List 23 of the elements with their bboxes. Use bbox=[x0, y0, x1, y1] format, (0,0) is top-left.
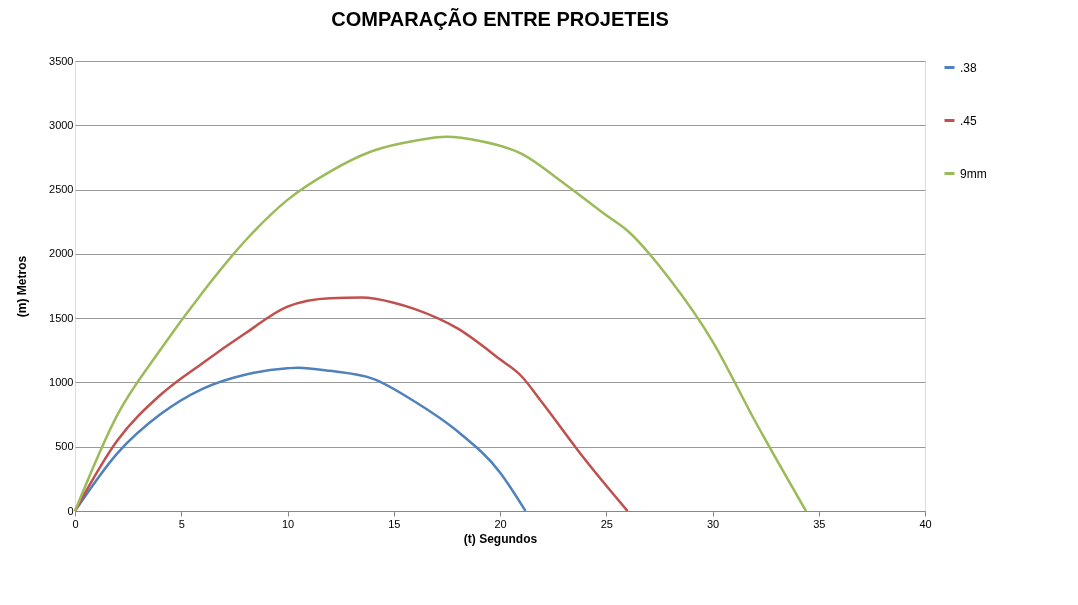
x-tick-label: 30 bbox=[706, 517, 720, 530]
y-tick-label: 0 bbox=[67, 504, 74, 517]
y-tick-label: 2000 bbox=[49, 247, 74, 260]
y-tick-label: 1500 bbox=[49, 311, 74, 324]
y-tick-label: 500 bbox=[55, 440, 74, 453]
line-series bbox=[73, 135, 808, 513]
chart-title: COMPARAÇÃO ENTRE PROJETEIS bbox=[331, 8, 669, 30]
x-tick-label: 35 bbox=[813, 517, 826, 530]
x-tick-label: 20 bbox=[494, 517, 507, 530]
y-tick-label: 2500 bbox=[49, 183, 74, 196]
y-tick-label: 1000 bbox=[49, 375, 74, 388]
y-tick-label: 3000 bbox=[49, 118, 74, 131]
legend-label: .38 bbox=[960, 60, 978, 75]
x-tick-label: 15 bbox=[388, 517, 401, 530]
y-axis-title: (m) Metros bbox=[15, 255, 30, 318]
x-axis-title: (t) Segundos bbox=[463, 531, 538, 546]
x-tick-label: 5 bbox=[178, 517, 185, 530]
legend-label: 9mm bbox=[960, 166, 987, 181]
y-tick-label: 3500 bbox=[49, 54, 74, 67]
x-tick-label: 10 bbox=[281, 517, 295, 530]
x-tick-label: 40 bbox=[919, 517, 932, 530]
legend-label: .45 bbox=[960, 113, 978, 128]
x-tick-label: 25 bbox=[600, 517, 613, 530]
